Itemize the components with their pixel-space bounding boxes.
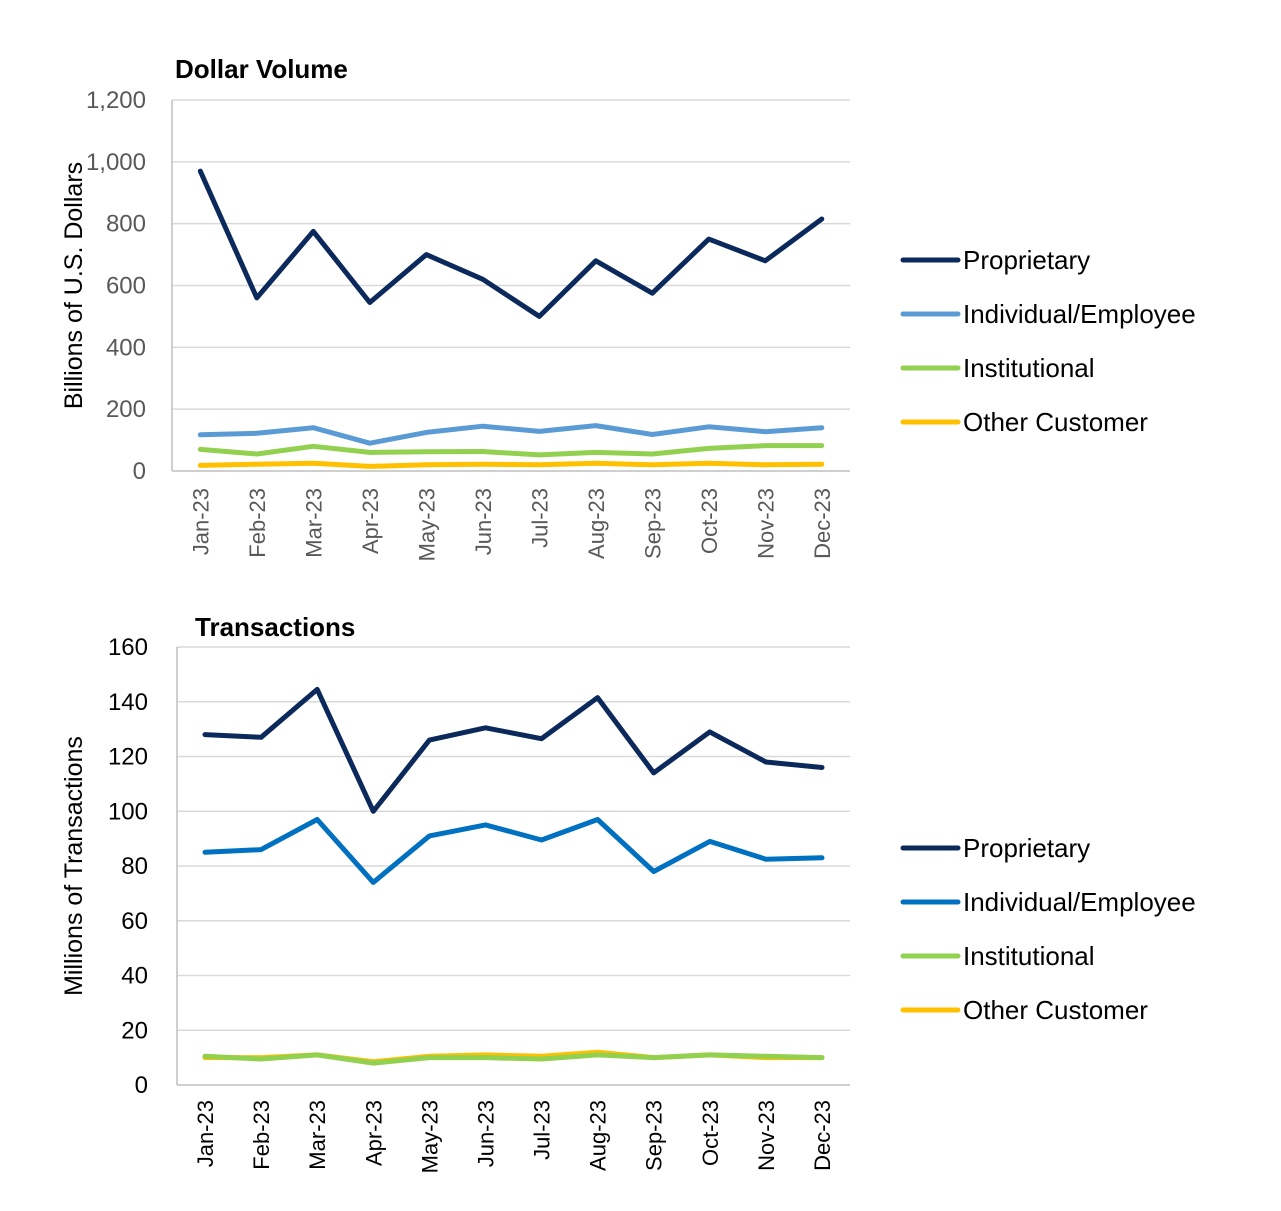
y-tick-label: 800: [106, 211, 146, 238]
y-tick-label: 100: [108, 798, 148, 825]
legend-label: Proprietary: [963, 833, 1090, 863]
chart-title: Transactions: [195, 612, 355, 642]
x-tick-label: Sep-23: [640, 488, 665, 559]
x-tick-label: Dec-23: [810, 1100, 835, 1171]
x-tick-label: Jun-23: [471, 488, 496, 555]
x-tick-label: Oct-23: [697, 488, 722, 554]
y-tick-label: 0: [133, 458, 146, 485]
series-line-proprietary: [197, 168, 825, 319]
y-tick-label: 400: [106, 334, 146, 361]
y-tick-label: 40: [121, 963, 148, 990]
series-line-individual-employee: [202, 817, 825, 885]
x-tick-label: Feb-23: [245, 488, 270, 558]
x-tick-label: May-23: [417, 1100, 442, 1173]
y-tick-label: 0: [135, 1072, 148, 1099]
series-line-individual-employee: [197, 423, 825, 446]
x-tick-label: May-23: [414, 488, 439, 561]
x-tick-label: Oct-23: [698, 1100, 723, 1166]
y-axis-label: Billions of U.S. Dollars: [60, 162, 88, 409]
x-tick-label: Jul-23: [527, 488, 552, 548]
series-line-proprietary: [202, 686, 825, 814]
x-tick-label: Sep-23: [642, 1100, 667, 1171]
legend-label: Institutional: [963, 941, 1095, 971]
y-tick-label: 1,000: [86, 149, 146, 176]
x-tick-label: Mar-23: [301, 488, 326, 558]
x-tick-label: Apr-23: [358, 488, 383, 554]
x-tick-label: Jul-23: [530, 1100, 555, 1160]
y-tick-label: 600: [106, 273, 146, 300]
legend-label: Other Customer: [963, 995, 1148, 1025]
chart-panel-2: 0 20 40 60 80 100 120 140 160 Jan-23 Feb-23 Mar-23 A…: [60, 612, 1196, 1173]
x-tick-label: Nov-23: [753, 488, 778, 559]
x-tick-label: Nov-23: [754, 1100, 779, 1171]
legend-label: Proprietary: [963, 245, 1090, 275]
x-tick-label: Jan-23: [193, 1100, 218, 1167]
x-tick-label: Aug-23: [586, 1100, 611, 1171]
chart-panel-1: 0 200 400 600 800 1,000 1,200 Jan-23 Feb-23 Mar-2…: [60, 54, 1196, 561]
series-line-institutional: [202, 1052, 825, 1066]
x-tick-label: Apr-23: [361, 1100, 386, 1166]
y-tick-label: 20: [121, 1017, 148, 1044]
x-tick-label: Dec-23: [810, 488, 835, 559]
x-tick-label: Feb-23: [249, 1100, 274, 1170]
x-tick-label: Mar-23: [305, 1100, 330, 1170]
legend-label: Individual/Employee: [963, 299, 1196, 329]
y-tick-label: 60: [121, 908, 148, 935]
series-line-other-customer: [197, 460, 825, 469]
y-tick-label: 200: [106, 396, 146, 423]
y-tick-label: 80: [121, 853, 148, 880]
legend-label: Institutional: [963, 353, 1095, 383]
chart-title: Dollar Volume: [175, 54, 348, 84]
series-line-institutional: [197, 443, 825, 458]
y-tick-label: 140: [108, 689, 148, 716]
legend-label: Other Customer: [963, 407, 1148, 437]
legend-label: Individual/Employee: [963, 887, 1196, 917]
x-tick-label: Jun-23: [473, 1100, 498, 1167]
y-tick-label: 160: [108, 634, 148, 661]
x-tick-label: Aug-23: [584, 488, 609, 559]
y-tick-label: 120: [108, 744, 148, 771]
x-tick-label: Jan-23: [188, 488, 213, 555]
y-axis-label: Millions of Transactions: [60, 736, 88, 996]
y-tick-label: 1,200: [86, 87, 146, 114]
